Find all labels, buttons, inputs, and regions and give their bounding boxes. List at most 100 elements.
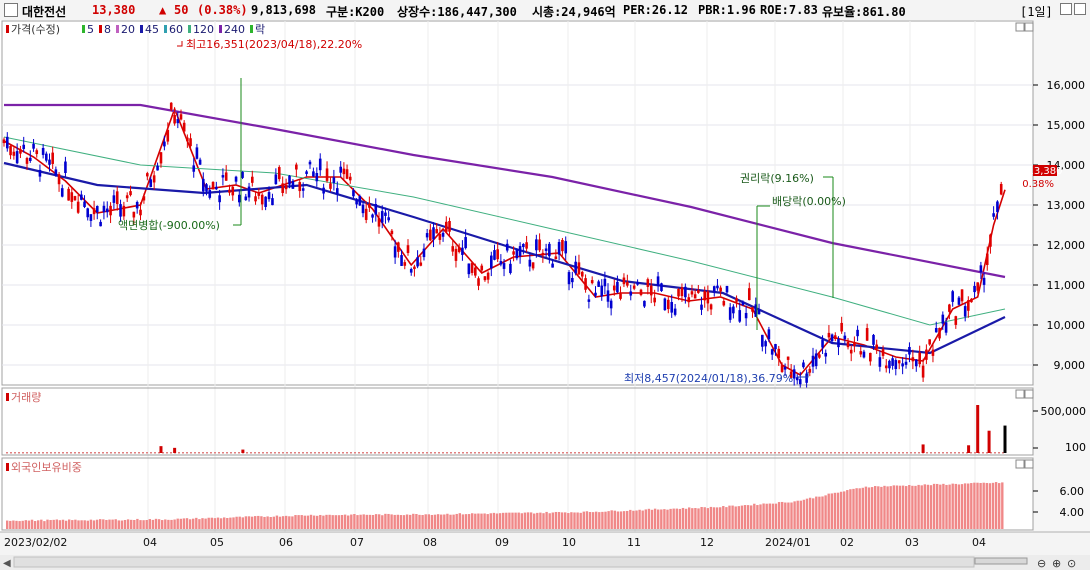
period-selector[interactable]: [1일] [1020,5,1053,19]
x-tick-5: 08 [423,536,437,549]
foreign-max-icon[interactable] [1024,459,1034,469]
candle-body [512,251,515,255]
volume-bar-base [538,452,540,454]
price-badge-pct: 0.38% [1022,179,1054,190]
volume-bar-1 [173,447,177,453]
volume-bar-base [986,452,988,454]
foreign-bar [86,520,89,529]
volume-bar-base [6,452,8,454]
candle-body [38,169,42,177]
zoom-reset-icon[interactable]: ⊙ [1067,557,1076,570]
candle-body [493,250,496,260]
candle-body [786,356,790,360]
volume-bar-base [522,452,524,454]
candle-body [257,192,261,196]
x-tick-10: 2024/01 [765,536,811,549]
foreign-bar [126,519,130,529]
candle-body [548,243,551,257]
volume-bar-base [794,452,796,454]
scroll-left-icon[interactable]: ◀ [3,558,11,569]
legend-swatch-8 [250,25,253,33]
candle-body [73,196,77,201]
candle-body [15,151,19,164]
zoom-slider[interactable] [974,557,1028,565]
candle-body [308,161,312,165]
candle-body [496,249,499,260]
candle-body [643,300,646,307]
volume-bar-base [754,452,756,454]
candle-body [80,194,83,200]
foreign-bar [889,486,892,529]
price-tick-7: 9,000 [1054,359,1086,372]
foreign-bar [684,508,688,529]
volume-bar-base [838,452,840,454]
volume-bar-base [166,452,168,454]
candle-body [719,287,722,292]
candle-body [264,196,267,207]
legend-label-7: 240 [224,23,245,36]
foreign-bar [870,487,874,529]
legend-label-2: 8 [104,23,111,36]
candle-body [95,206,99,213]
candle-body [92,208,96,215]
volume-bar-base [518,452,520,454]
foreign-bar [843,491,846,529]
volume-bar-base [390,452,392,454]
candlesticks [2,102,1003,388]
volume-bar-base [398,452,400,454]
settings-icon[interactable] [1060,3,1072,15]
volume-bar-base [858,452,860,454]
candle-body [224,172,228,181]
volume-bar-base [854,452,856,454]
candle-body [348,176,352,181]
foreign-bar [588,511,592,529]
panel-min-icon[interactable] [1015,22,1025,32]
candle-body [192,165,196,172]
candle-body [626,281,629,286]
foreign-bar [371,514,375,529]
scrollbar-track[interactable] [13,556,975,568]
volume-bar-base [422,452,424,454]
volume-bar-base [606,452,608,454]
volume-bar-base [214,452,216,454]
foreign-bar [201,518,204,529]
foreign-bar [951,483,954,529]
candle-body [738,310,742,322]
foreign-bar [443,514,446,529]
stock-chart[interactable]: 가격(수정) 5 8 20 45 60 120 240 락 최고16,351(2023/04/1… [0,20,1090,570]
foreign-bar [821,496,824,529]
candle-body [632,285,636,289]
foreign-bar [263,516,266,529]
foreign-bar [886,486,889,529]
volume-bar-base [734,452,736,454]
foreign-bar [970,483,973,529]
panel-max-icon[interactable] [1024,22,1034,32]
menu-icon[interactable] [4,3,18,17]
candle-body [594,292,597,296]
candle-body [142,196,146,201]
candle-body [697,290,700,293]
candle-body [653,297,656,303]
foreign-bar [774,503,778,529]
zoom-in-icon[interactable]: ⊕ [1052,557,1061,570]
zoom-out-icon[interactable]: ⊖ [1037,557,1046,570]
foreign-bar [49,520,52,529]
legend-swatch-1 [82,25,85,33]
volume-bar-base [190,452,192,454]
candle-body [251,176,254,183]
close-icon[interactable] [1074,3,1086,15]
candle-body [918,352,921,365]
candle-body [70,192,74,202]
candle-body [457,246,461,253]
volume-bar-base [786,452,788,454]
foreign-min-icon[interactable] [1015,459,1025,469]
volume-max-icon[interactable] [1024,389,1034,399]
foreign-bar [43,521,46,529]
legend-swatch-5 [164,25,167,33]
candle-body [531,262,535,269]
stock-name[interactable]: 대한전선 [22,5,67,19]
candle-body [205,184,208,192]
volume-min-icon[interactable] [1015,389,1025,399]
candle-body [152,175,156,183]
foreign-bar [145,519,148,529]
